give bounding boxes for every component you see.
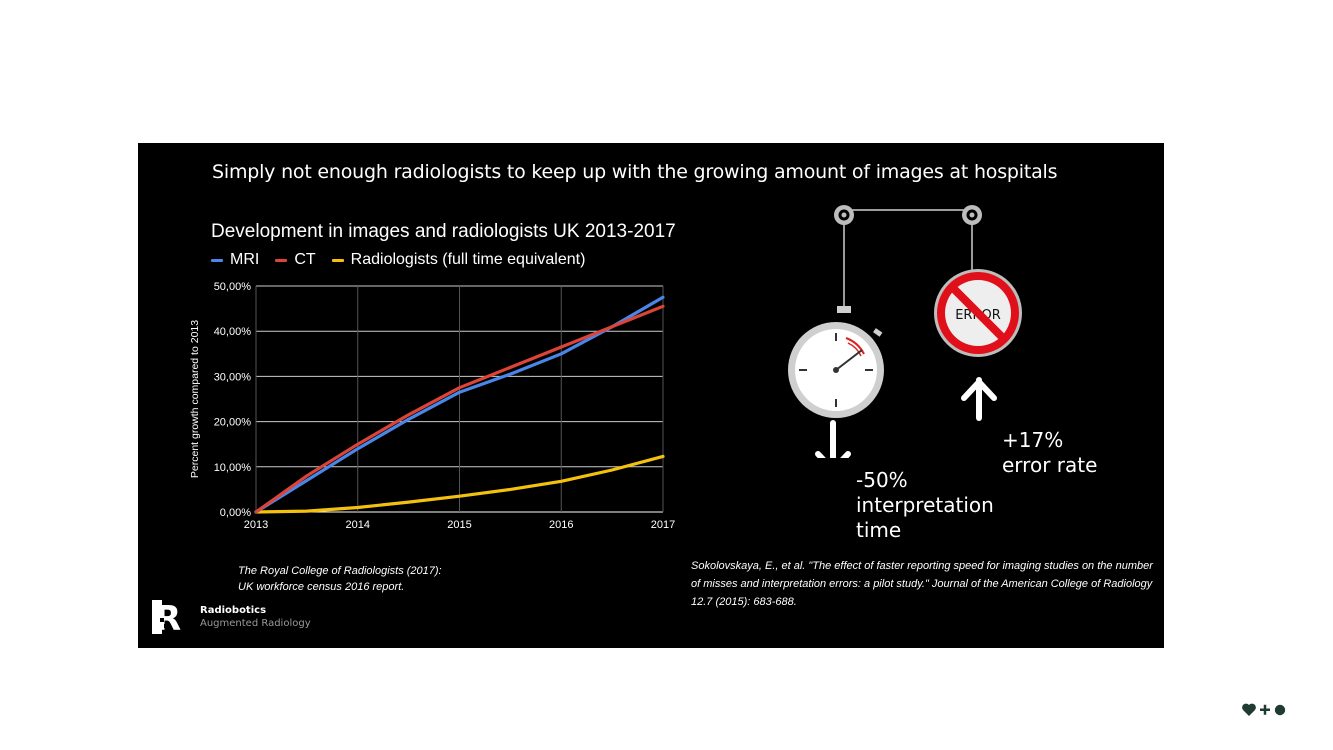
- brand-text: Radiobotics Augmented Radiology: [200, 605, 311, 629]
- error-rate-label: error rate: [1002, 453, 1098, 477]
- legend-swatch-mri: [211, 258, 223, 262]
- connector-knob-right: [962, 205, 982, 225]
- line-chart: 0,00% 10,00% 20,00% 30,00% 40,00% 50,00% 2013 2…: [189, 281, 675, 531]
- arrow-up-icon: [961, 377, 997, 421]
- heart-plus-dot-icon: [1242, 703, 1286, 716]
- series-line-mri: [254, 295, 665, 514]
- x-tick-label: 2017: [651, 519, 675, 531]
- connector-knob-left: [834, 205, 854, 225]
- radiobotics-logo: R: [152, 599, 181, 636]
- stopwatch-icon: [788, 306, 884, 418]
- x-tick-label: 2014: [346, 519, 370, 531]
- legend-label-ct: CT: [294, 251, 316, 268]
- arrow-down-icon: [815, 420, 851, 458]
- y-tick-label: 30,00%: [214, 371, 252, 383]
- x-tick-label: 2016: [549, 519, 573, 531]
- chart-title: Development in images and radiologists U…: [211, 221, 676, 242]
- brand-tagline: Augmented Radiology: [200, 618, 311, 629]
- brand-name: Radiobotics: [200, 605, 267, 616]
- citation-left-line2: UK workforce census 2016 report.: [238, 581, 405, 593]
- interpretation-time-stat: -50% interpretation time: [856, 468, 994, 543]
- icons-illustration: ERROR: [788, 205, 1022, 458]
- legend-item-mri: MRI: [211, 251, 259, 269]
- series-line-ct: [254, 304, 665, 514]
- no-error-sign-icon: ERROR: [934, 269, 1022, 357]
- interpretation-time-label1: interpretation: [856, 493, 994, 517]
- citation-left: The Royal College of Radiologists (2017)…: [238, 563, 442, 595]
- citation-left-line1: The Royal College of Radiologists (2017)…: [238, 565, 442, 577]
- chart-legend: MRI CT Radiologists (full time equivalen…: [211, 251, 585, 269]
- legend-label-radiologists: Radiologists (full time equivalent): [350, 251, 586, 268]
- series-line-radiologists: [254, 454, 665, 514]
- logo-letter: R: [155, 599, 181, 636]
- legend-swatch-ct: [275, 258, 288, 262]
- y-tick-label: 0,00%: [220, 507, 251, 519]
- y-tick-label: 20,00%: [214, 417, 252, 429]
- x-tick-label: 2015: [447, 519, 471, 531]
- slide: Simply not enough radiologists to keep u…: [138, 143, 1164, 648]
- x-tick-label: 2013: [244, 519, 268, 531]
- brand: R Radiobotics Augmented Radiology: [150, 598, 311, 636]
- y-tick-label: 40,00%: [214, 326, 252, 338]
- legend-item-radiologists: Radiologists (full time equivalent): [331, 251, 586, 269]
- legend-label-mri: MRI: [230, 251, 260, 268]
- y-tick-label: 10,00%: [214, 462, 252, 474]
- y-tick-label: 50,00%: [214, 281, 252, 293]
- slide-headline: Simply not enough radiologists to keep u…: [212, 161, 1058, 183]
- interpretation-time-value: -50%: [856, 468, 908, 492]
- legend-swatch-radiologists: [331, 258, 344, 262]
- error-rate-value: +17%: [1002, 428, 1064, 452]
- citation-right: Sokolovskaya, E., et al. "The effect of …: [691, 560, 1153, 608]
- legend-item-ct: CT: [275, 251, 316, 269]
- error-rate-stat: +17% error rate: [1002, 428, 1097, 478]
- y-axis-label: Percent growth compared to 2013: [189, 320, 201, 478]
- interpretation-time-label2: time: [856, 518, 902, 542]
